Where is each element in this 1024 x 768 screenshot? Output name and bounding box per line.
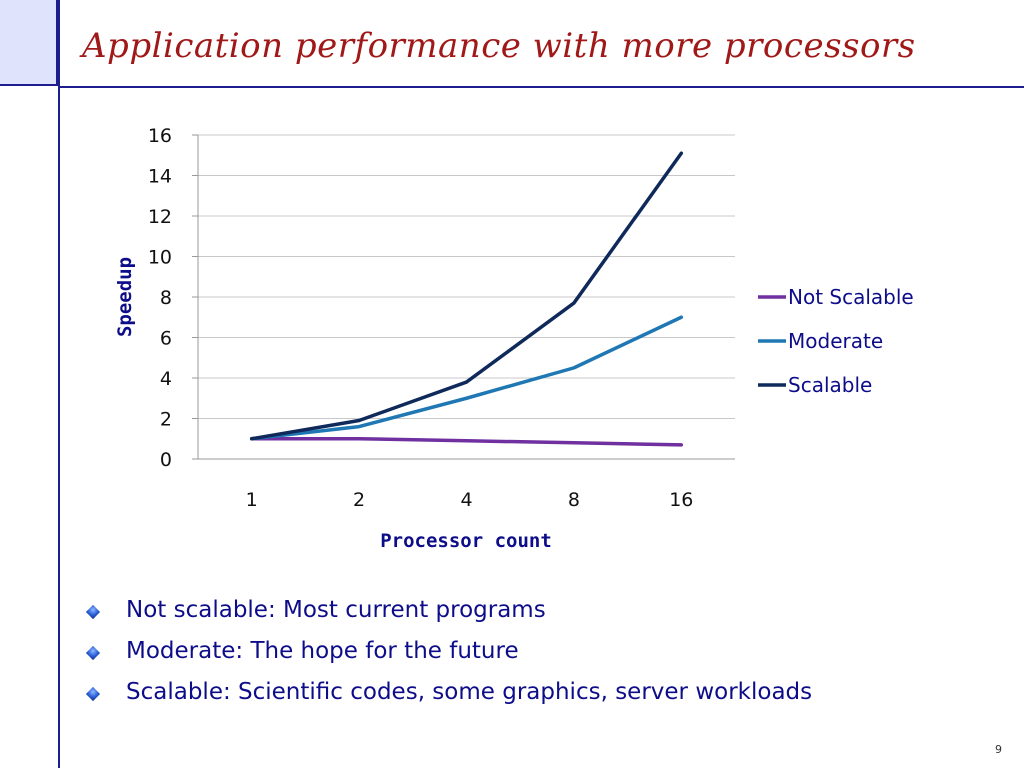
x-tick-label: 2: [353, 489, 365, 511]
bullet-item: Not scalable: Most current programs: [85, 595, 812, 636]
diamond-bullet-icon: [85, 645, 101, 661]
slide-title: Application performance with more proces…: [82, 26, 916, 66]
series-line: [249, 437, 684, 447]
bullet-text: Not scalable: Most current programs: [126, 597, 546, 623]
bullet-item: Scalable: Scientific codes, some graphic…: [85, 677, 813, 718]
y-tick-label: 0: [160, 449, 172, 471]
y-tick-label: 8: [160, 287, 172, 309]
y-tick-label: 10: [148, 247, 172, 269]
x-tick-label: 4: [460, 489, 472, 511]
legend-label: Scalable: [788, 373, 872, 397]
vertical-rule: [58, 0, 60, 768]
x-tick-label: 8: [568, 489, 580, 511]
y-tick-label: 6: [160, 328, 172, 350]
bullet-text: Scalable: Scientific codes, some graphic…: [126, 679, 813, 705]
bullet-item: Moderate: The hope for the future: [85, 636, 812, 677]
diamond-bullet-icon: [85, 604, 101, 620]
y-tick-label: 14: [148, 166, 172, 188]
y-axis-title: Speedup: [114, 257, 136, 337]
legend-label: Not Scalable: [788, 285, 914, 309]
diamond-bullet-icon: [85, 686, 101, 702]
y-tick-label: 16: [148, 125, 172, 147]
horizontal-rule: [58, 86, 1024, 88]
corner-decoration: [0, 0, 58, 86]
y-tick-label: 12: [148, 206, 172, 228]
series-line: [249, 151, 684, 441]
bullet-list: Not scalable: Most current programs Mode…: [85, 595, 813, 718]
x-tick-label: 16: [669, 489, 693, 511]
series-line: [249, 315, 684, 441]
x-axis-title: Processor count: [380, 530, 552, 552]
x-tick-label: 1: [246, 489, 258, 511]
y-tick-label: 4: [160, 368, 172, 390]
page-number: 9: [995, 743, 1002, 756]
bullet-text: Moderate: The hope for the future: [126, 638, 519, 664]
legend-label: Moderate: [788, 329, 883, 353]
y-tick-label: 2: [160, 409, 172, 431]
